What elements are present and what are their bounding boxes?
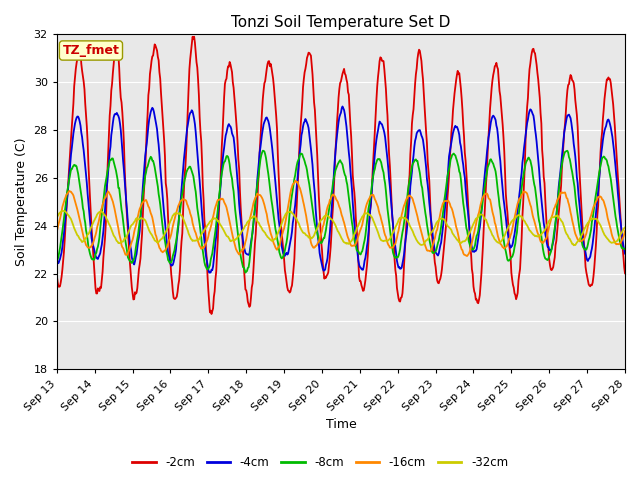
-2cm	[445, 172, 453, 178]
Text: TZ_fmet: TZ_fmet	[63, 44, 120, 57]
-32cm	[333, 226, 341, 232]
-16cm	[178, 198, 186, 204]
-4cm	[202, 253, 210, 259]
Line: -16cm: -16cm	[57, 181, 625, 256]
-8cm	[334, 161, 342, 167]
-16cm	[444, 198, 452, 204]
Y-axis label: Soil Temperature (C): Soil Temperature (C)	[15, 137, 28, 266]
-32cm	[570, 242, 577, 248]
-4cm	[621, 251, 629, 256]
-2cm	[203, 256, 211, 262]
-2cm	[190, 34, 198, 39]
Legend: -2cm, -4cm, -8cm, -16cm, -32cm: -2cm, -4cm, -8cm, -16cm, -32cm	[127, 452, 513, 474]
-8cm	[571, 184, 579, 190]
X-axis label: Time: Time	[326, 419, 356, 432]
-8cm	[202, 264, 210, 270]
-4cm	[445, 154, 453, 159]
-2cm	[53, 273, 61, 279]
-4cm	[571, 147, 579, 153]
-4cm	[178, 186, 186, 192]
-16cm	[53, 228, 61, 234]
-2cm	[178, 239, 186, 244]
-8cm	[259, 148, 267, 154]
-16cm	[388, 245, 396, 251]
-16cm	[333, 198, 341, 204]
-2cm	[621, 270, 629, 276]
-2cm	[207, 311, 215, 317]
Line: -2cm: -2cm	[57, 36, 625, 314]
-32cm	[571, 242, 579, 248]
-4cm	[389, 222, 397, 228]
-8cm	[445, 166, 453, 172]
-32cm	[444, 224, 452, 229]
-4cm	[206, 270, 214, 276]
-32cm	[53, 214, 61, 220]
Line: -4cm: -4cm	[57, 107, 625, 273]
-16cm	[621, 228, 629, 234]
-16cm	[202, 240, 210, 246]
-8cm	[241, 270, 249, 276]
-8cm	[621, 246, 629, 252]
-32cm	[388, 231, 396, 237]
-8cm	[178, 195, 186, 201]
-32cm	[179, 214, 186, 220]
-4cm	[53, 257, 61, 263]
-16cm	[291, 178, 299, 184]
-2cm	[389, 221, 397, 227]
-32cm	[60, 208, 67, 214]
-4cm	[339, 104, 346, 109]
-2cm	[334, 108, 342, 114]
-2cm	[571, 86, 579, 92]
Title: Tonzi Soil Temperature Set D: Tonzi Soil Temperature Set D	[231, 15, 451, 30]
-16cm	[463, 253, 471, 259]
Line: -32cm: -32cm	[57, 211, 625, 245]
Line: -8cm: -8cm	[57, 151, 625, 273]
-8cm	[53, 257, 61, 263]
-32cm	[621, 225, 629, 230]
-32cm	[203, 224, 211, 229]
-8cm	[389, 250, 397, 255]
-4cm	[333, 133, 341, 139]
-16cm	[571, 228, 579, 233]
